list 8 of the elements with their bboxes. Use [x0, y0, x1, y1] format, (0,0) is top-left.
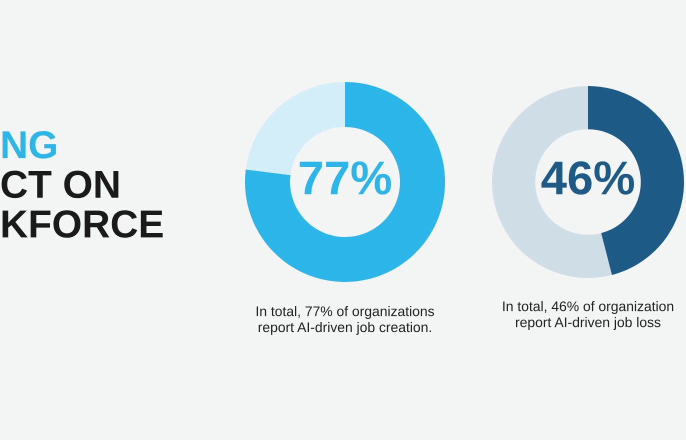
- donut-slice: [245, 82, 445, 282]
- text: 46%: [541, 161, 634, 195]
- text: In total, 77% of organizations report AI-driven job creation.: [256, 306, 434, 335]
- text: KFORCE: [2, 210, 163, 238]
- text: NG: [2, 131, 56, 159]
- text: 77%: [300, 161, 392, 195]
- text: In total, 46% of organization report AI-driven job loss: [503, 301, 674, 330]
- text: CT ON: [2, 170, 118, 198]
